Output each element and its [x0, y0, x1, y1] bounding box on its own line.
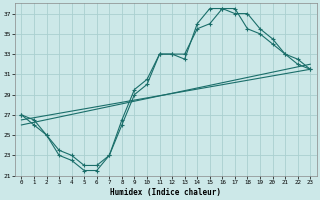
- X-axis label: Humidex (Indice chaleur): Humidex (Indice chaleur): [110, 188, 221, 197]
